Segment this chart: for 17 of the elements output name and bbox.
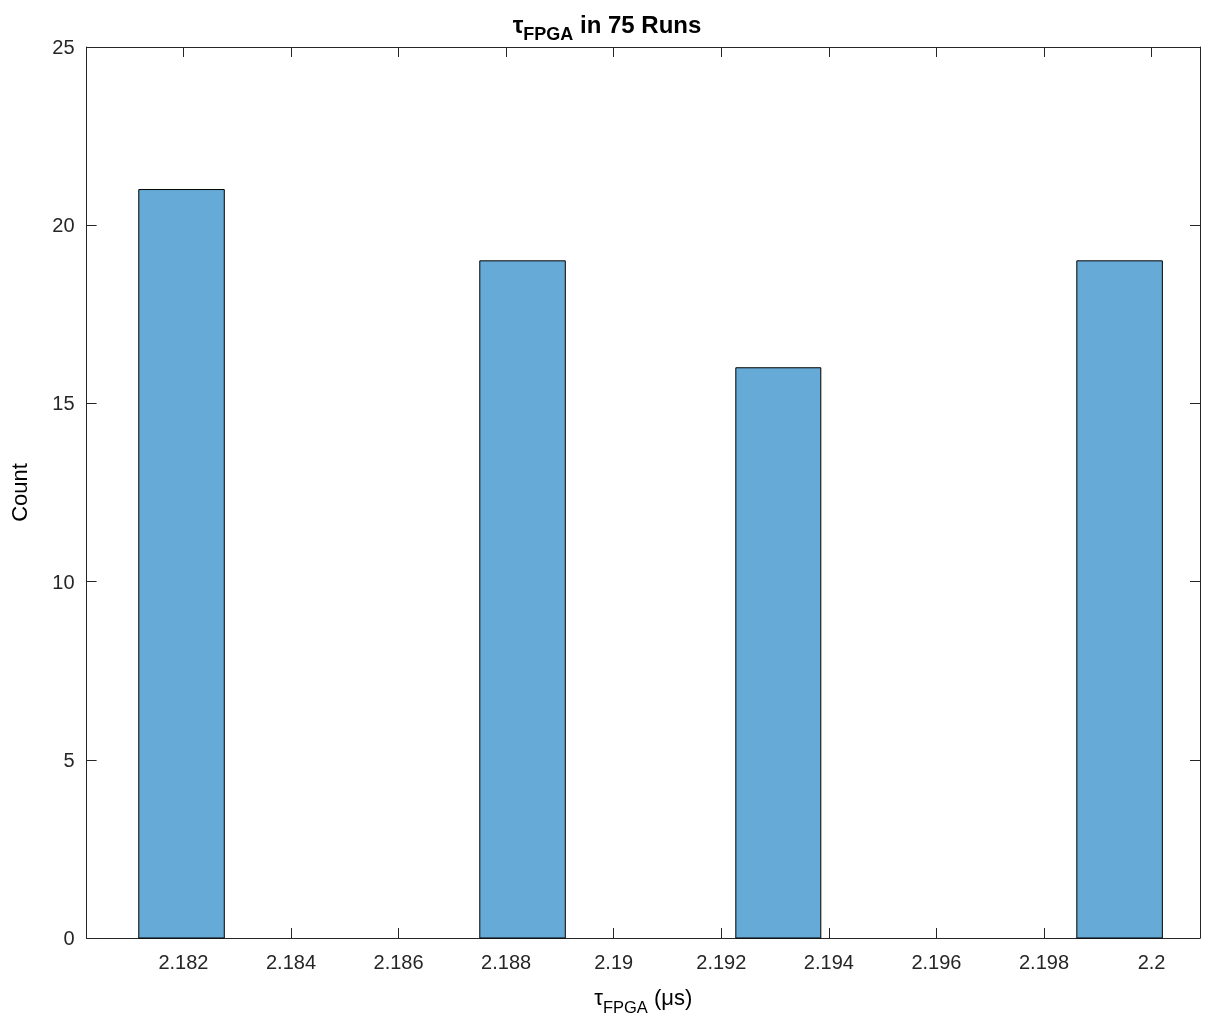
y-axis-title: Count [6, 463, 32, 522]
y-tick-label: 25 [52, 36, 75, 58]
x-tick-label: 2.19 [594, 951, 634, 973]
x-tick-label: 2.196 [911, 951, 962, 973]
y-tick-label: 0 [63, 927, 75, 949]
y-tick-label: 5 [63, 748, 75, 771]
y-tick-label: 20 [52, 214, 75, 237]
y-tick-label: 10 [52, 570, 75, 593]
y-tick-label: 15 [52, 392, 75, 415]
x-tick-label: 2.2 [1137, 951, 1166, 973]
x-tick-label: 2.192 [696, 951, 747, 973]
x-tick-label: 2.188 [481, 951, 532, 973]
x-tick-label: 2.198 [1018, 951, 1070, 973]
x-tick-label: 2.184 [265, 951, 317, 973]
x-tick-label: 2.182 [158, 951, 209, 973]
x-tick-label: 2.194 [803, 951, 854, 973]
x-tick-label: 2.186 [373, 951, 424, 973]
